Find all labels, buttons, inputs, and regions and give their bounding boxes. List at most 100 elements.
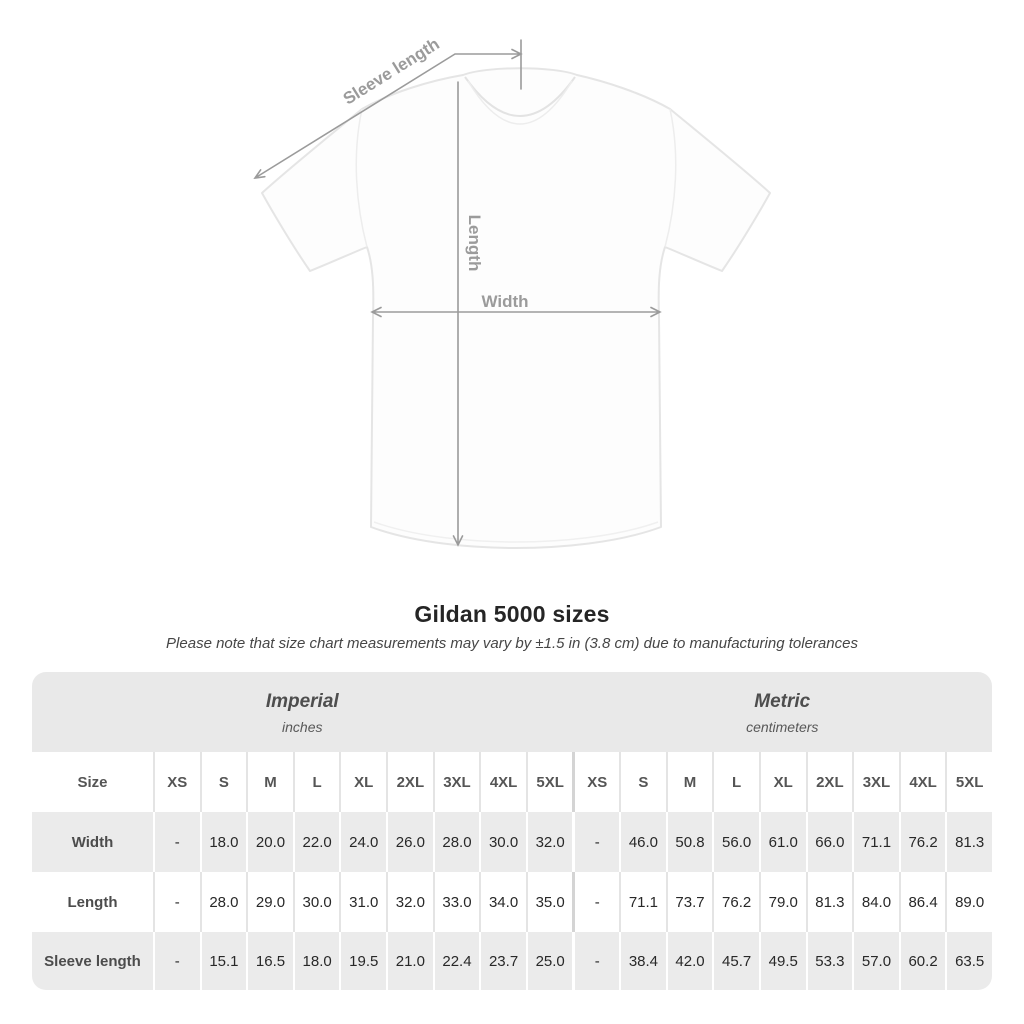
column-header-metric-5xl: 5XL <box>945 752 992 812</box>
value-cell: 50.8 <box>665 812 713 872</box>
value-cell: - <box>153 812 200 872</box>
value-cell: 79.0 <box>758 872 806 932</box>
page-title: Gildan 5000 sizes <box>414 601 610 627</box>
value-cell: 53.3 <box>805 932 853 990</box>
hem-seam <box>373 521 659 543</box>
value-cell: 84.0 <box>852 872 899 932</box>
value-cell: 76.2 <box>898 812 946 872</box>
column-header-imperial-4xl: 4XL <box>479 752 526 812</box>
value-cell: 28.0 <box>199 872 247 932</box>
measurement-arrows <box>253 39 662 547</box>
column-header-imperial-m: M <box>246 752 293 812</box>
column-header-row: Size XS S M L XL 2XL 3XL 4XL 5XL XS S M L XL 2XL 3XL 4XL… <box>32 752 992 812</box>
value-cell: 25.0 <box>525 932 573 990</box>
column-header-metric-xl: XL <box>758 752 806 812</box>
value-cell: 45.7 <box>712 932 759 990</box>
unit-band: Imperial inches Metric centimeters <box>32 672 992 752</box>
tshirt-outline <box>261 67 771 549</box>
value-cell: 26.0 <box>386 812 433 872</box>
value-cell: 81.3 <box>945 812 992 872</box>
table-row-length: Length -28.0 29.0 30.0 31.0 32.0 33.0 34.0 35.0-… <box>32 872 992 932</box>
column-header-imperial-xs: XS <box>153 752 200 812</box>
column-header-imperial-2xl: 2XL <box>386 752 433 812</box>
value-cell: 71.1 <box>619 872 666 932</box>
collar-band <box>464 76 576 117</box>
value-cell: 29.0 <box>246 872 293 932</box>
table-row-sleeve-length: Sleeve length -15.1 16.5 18.0 19.5 21.0 22.4 23… <box>32 932 992 990</box>
value-cell: 42.0 <box>665 932 713 990</box>
value-cell: 32.0 <box>386 872 433 932</box>
value-cell: 46.0 <box>619 812 666 872</box>
row-label: Width <box>71 833 114 851</box>
metric-label: Metric <box>754 691 811 712</box>
column-header-imperial-5xl: 5XL <box>525 752 573 812</box>
size-header: Size <box>77 773 108 791</box>
value-cell: 16.5 <box>246 932 293 990</box>
value-cell: 49.5 <box>758 932 806 990</box>
right-armhole-seam <box>664 108 677 248</box>
value-cell: 57.0 <box>852 932 899 990</box>
value-cell: 18.0 <box>292 932 340 990</box>
value-cell: 20.0 <box>246 812 293 872</box>
column-header-imperial-s: S <box>199 752 247 812</box>
value-cell: 15.1 <box>199 932 247 990</box>
row-label: Length <box>67 893 118 911</box>
column-header-imperial-l: L <box>292 752 340 812</box>
column-header-metric-3xl: 3XL <box>852 752 899 812</box>
length-label: Length <box>465 215 484 272</box>
value-cell: 22.0 <box>292 812 340 872</box>
length-arrow <box>452 81 464 547</box>
value-cell: 28.0 <box>432 812 480 872</box>
value-cell: 21.0 <box>386 932 433 990</box>
value-cell: 56.0 <box>712 812 759 872</box>
value-cell: - <box>153 872 200 932</box>
value-cell: 86.4 <box>898 872 946 932</box>
value-cell: 60.2 <box>898 932 946 990</box>
value-cell: 30.0 <box>292 872 340 932</box>
imperial-group-header: Imperial inches <box>32 672 573 752</box>
column-header-metric-xs: XS <box>572 752 619 812</box>
value-cell: 18.0 <box>199 812 247 872</box>
value-cell: 71.1 <box>852 812 899 872</box>
value-cell: 81.3 <box>805 872 853 932</box>
value-cell: 35.0 <box>525 872 573 932</box>
row-label: Sleeve length <box>44 952 141 970</box>
size-table: Imperial inches Metric centimeters Size … <box>32 672 992 990</box>
table-body: Width -18.0 20.0 22.0 24.0 26.0 28.0 30.0 32.0-4… <box>32 812 992 990</box>
column-header-metric-m: M <box>665 752 713 812</box>
value-cell: 30.0 <box>479 812 526 872</box>
value-cell: 23.7 <box>479 932 526 990</box>
page-subtitle: Please note that size chart measurements… <box>166 635 858 652</box>
column-header-metric-4xl: 4XL <box>898 752 946 812</box>
metric-sublabel: centimeters <box>746 719 819 735</box>
value-cell: - <box>153 932 200 990</box>
value-cell: - <box>572 932 619 990</box>
width-label: Width <box>481 292 528 311</box>
value-cell: 73.7 <box>665 872 713 932</box>
value-cell: 38.4 <box>619 932 666 990</box>
tshirt-diagram: Sleeve length Length Width <box>253 34 771 549</box>
value-cell: 33.0 <box>432 872 480 932</box>
value-cell: 22.4 <box>432 932 480 990</box>
metric-group-header: Metric centimeters <box>573 672 993 752</box>
column-header-imperial-3xl: 3XL <box>432 752 480 812</box>
value-cell: 63.5 <box>945 932 992 990</box>
column-header-metric-2xl: 2XL <box>805 752 853 812</box>
value-cell: 34.0 <box>479 872 526 932</box>
value-cell: - <box>572 872 619 932</box>
width-arrow <box>370 306 662 318</box>
tshirt-graphic <box>261 67 771 549</box>
value-cell: 61.0 <box>758 812 806 872</box>
value-cell: 31.0 <box>339 872 386 932</box>
column-header-imperial-xl: XL <box>339 752 386 812</box>
column-header-metric-l: L <box>712 752 759 812</box>
table-row-width: Width -18.0 20.0 22.0 24.0 26.0 28.0 30.0 32.0-4… <box>32 812 992 872</box>
collar-seam <box>467 80 573 125</box>
value-cell: 24.0 <box>339 812 386 872</box>
value-cell: - <box>572 812 619 872</box>
value-cell: 19.5 <box>339 932 386 990</box>
value-cell: 89.0 <box>945 872 992 932</box>
imperial-sublabel: inches <box>282 719 323 735</box>
value-cell: 76.2 <box>712 872 759 932</box>
